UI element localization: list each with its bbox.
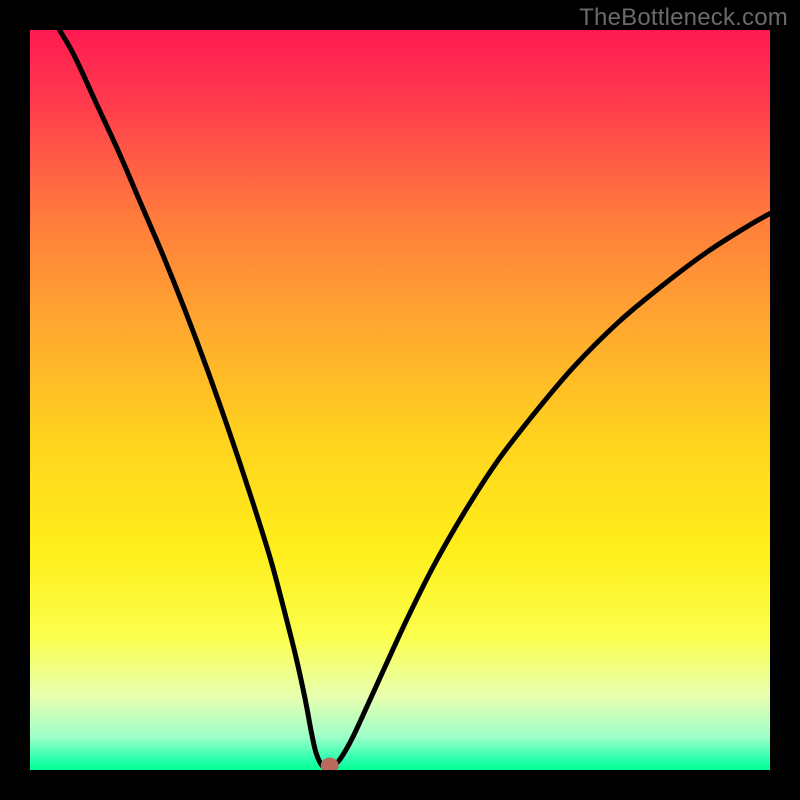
curve-path <box>60 30 770 769</box>
watermark-text: TheBottleneck.com <box>579 4 788 32</box>
plot-area <box>30 30 770 770</box>
minimum-marker <box>321 758 339 770</box>
bottleneck-curve <box>30 30 770 770</box>
